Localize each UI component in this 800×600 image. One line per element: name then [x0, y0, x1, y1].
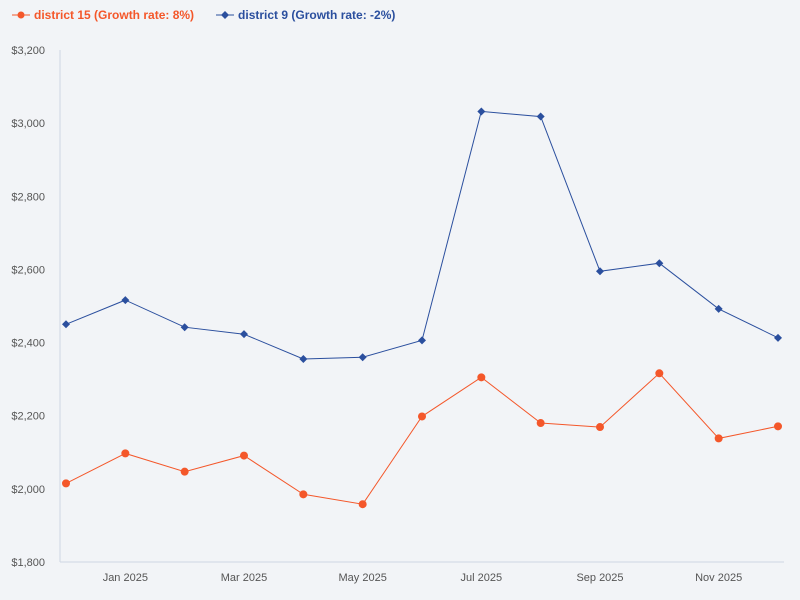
y-tick-label: $2,000 [11, 484, 45, 496]
legend-item-district-15[interactable]: district 15 (Growth rate: 8%) [12, 8, 194, 22]
x-tick-label: Jul 2025 [461, 572, 503, 584]
x-tick-label: Sep 2025 [576, 572, 623, 584]
x-axis-ticks: Jan 2025 Mar 2025 May 2025 Jul 2025 Sep 2025… [103, 572, 743, 584]
data-point[interactable] [62, 479, 70, 488]
legend-label-district-15: district 15 (Growth rate: 8%) [34, 8, 195, 22]
legend-label-district-9: district 9 (Growth rate: -2%) [238, 8, 396, 22]
series-district-15 [62, 369, 782, 509]
data-point[interactable] [358, 500, 367, 509]
y-tick-label: $2,400 [11, 338, 45, 350]
axes [59, 50, 784, 563]
series-line [65, 110, 779, 360]
y-tick-label: $2,600 [11, 264, 45, 276]
data-point[interactable] [536, 112, 545, 121]
data-point[interactable] [774, 422, 782, 431]
data-point[interactable] [714, 304, 723, 313]
data-point[interactable] [536, 419, 545, 428]
data-point[interactable] [240, 451, 248, 460]
legend-marker-district-15 [12, 11, 30, 19]
legend-marker-district-9 [216, 11, 235, 19]
data-point[interactable] [418, 336, 426, 345]
data-point[interactable] [477, 373, 486, 382]
y-tick-label: $1,800 [11, 557, 45, 569]
data-point[interactable] [774, 333, 782, 342]
x-tick-label: May 2025 [339, 572, 387, 584]
data-point[interactable] [358, 353, 367, 362]
series-line [65, 372, 779, 505]
series-district-9 [62, 107, 782, 364]
x-tick-label: Jan 2025 [103, 572, 148, 584]
data-point[interactable] [299, 490, 308, 499]
y-tick-label: $3,200 [11, 45, 45, 57]
x-tick-label: Nov 2025 [695, 572, 742, 584]
data-point[interactable] [299, 355, 308, 364]
data-point[interactable] [418, 412, 426, 421]
legend-item-district-9[interactable]: district 9 (Growth rate: -2%) [216, 8, 395, 22]
data-point[interactable] [714, 434, 723, 443]
data-point[interactable] [121, 296, 130, 305]
data-point[interactable] [655, 369, 664, 378]
y-tick-label: $3,000 [11, 118, 45, 130]
data-point[interactable] [180, 467, 189, 476]
y-tick-label: $2,200 [11, 411, 45, 423]
y-axis-ticks: $1,800 $2,000 $2,200 $2,400 $2,600 $2,800 $3,0… [11, 45, 45, 569]
x-tick-label: Mar 2025 [221, 572, 267, 584]
data-point[interactable] [477, 107, 486, 116]
data-point[interactable] [240, 330, 248, 339]
legend: district 15 (Growth rate: 8%) district 9… [12, 8, 395, 22]
data-point[interactable] [121, 449, 130, 458]
data-point[interactable] [596, 423, 604, 432]
y-tick-label: $2,800 [11, 191, 45, 203]
data-point[interactable] [655, 259, 664, 268]
series-layer [62, 107, 782, 509]
data-point[interactable] [180, 323, 189, 332]
data-point[interactable] [596, 267, 604, 276]
data-point[interactable] [62, 320, 70, 329]
